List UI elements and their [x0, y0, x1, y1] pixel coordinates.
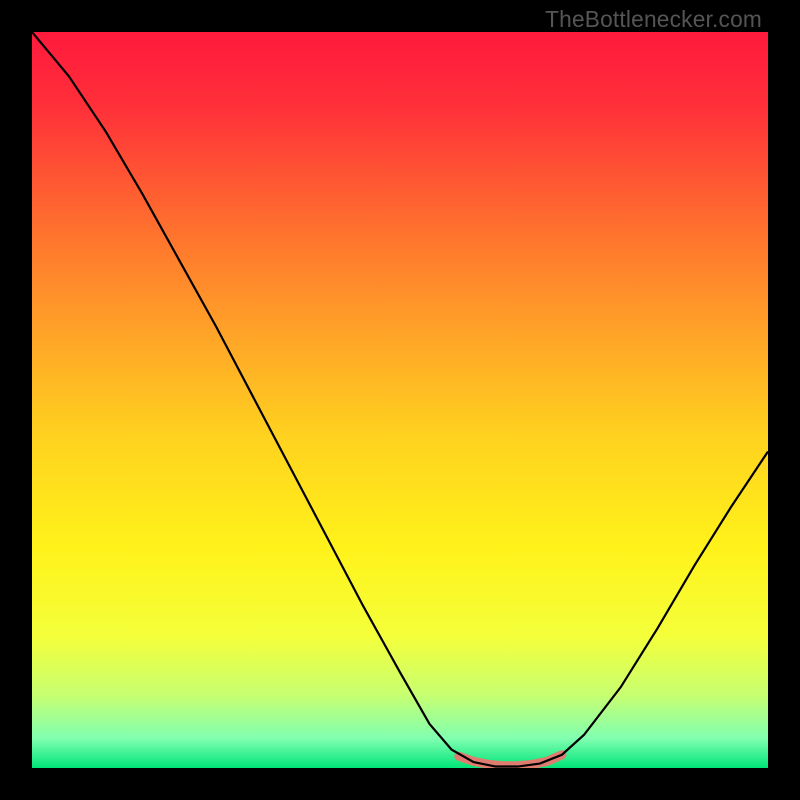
chart-frame: TheBottlenecker.com — [0, 0, 800, 800]
bottleneck-curve — [32, 32, 768, 767]
plot-area — [32, 32, 768, 768]
watermark-text: TheBottlenecker.com — [545, 6, 762, 33]
curve-layer — [32, 32, 768, 768]
